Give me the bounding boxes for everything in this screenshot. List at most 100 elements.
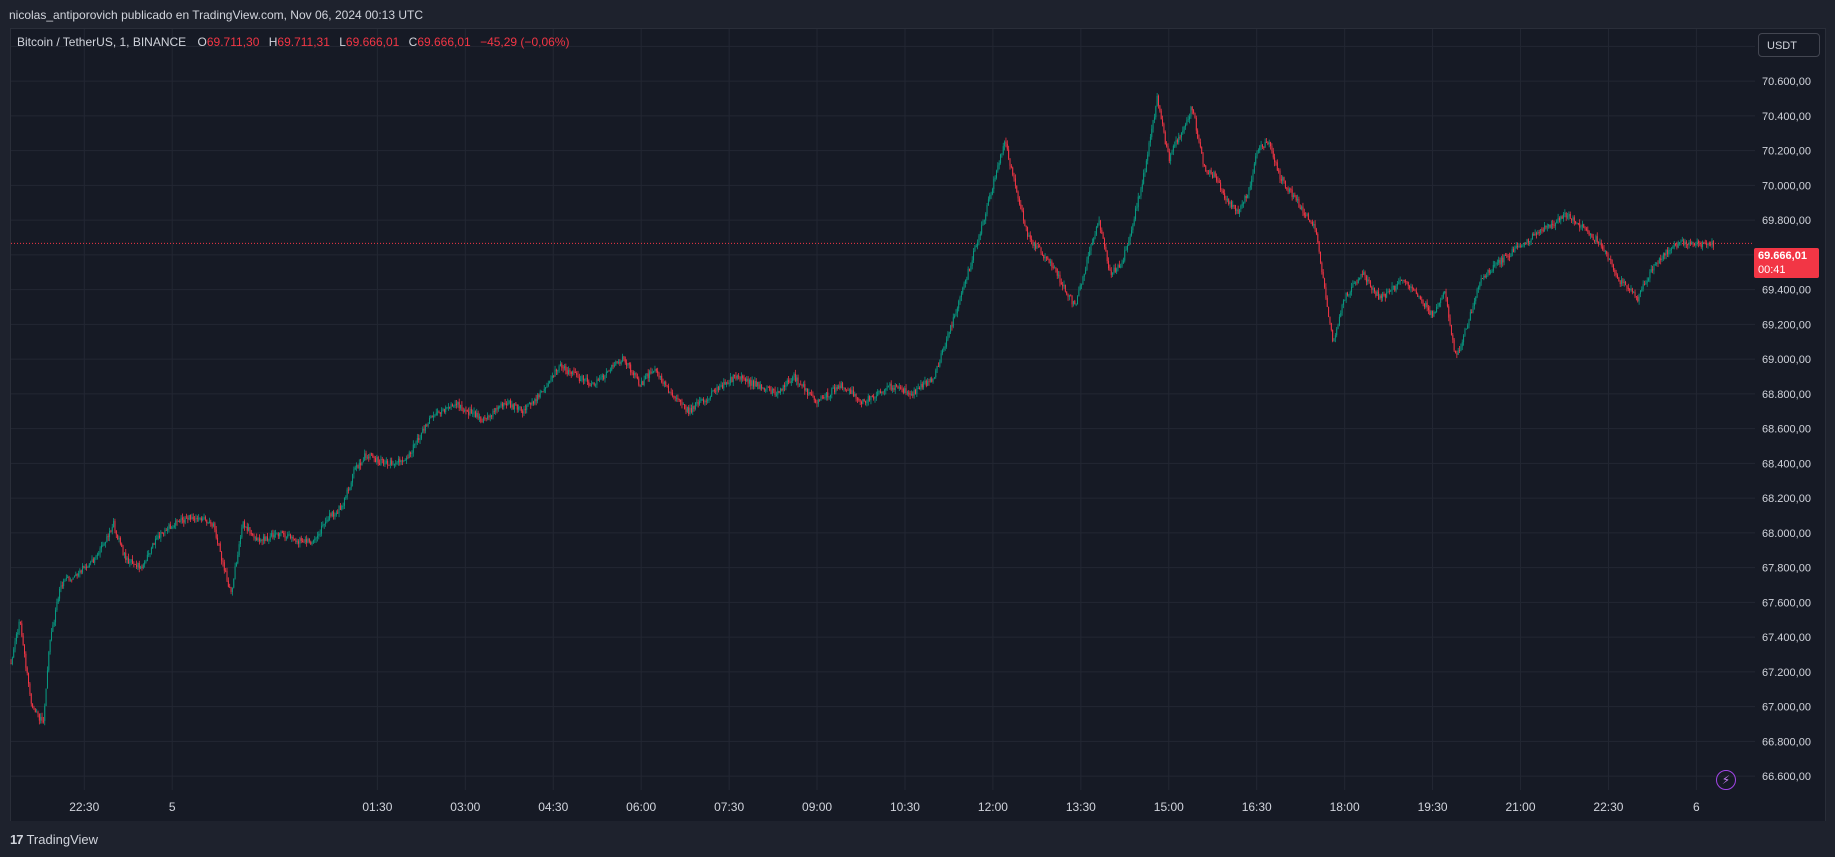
candle-body xyxy=(500,403,502,406)
candle-body xyxy=(1342,300,1344,305)
candle-body xyxy=(1579,223,1581,228)
candle-body xyxy=(1159,105,1161,111)
candle-body xyxy=(842,383,844,388)
candle-body xyxy=(1305,215,1307,217)
candle-body xyxy=(272,533,274,538)
candle-body xyxy=(1549,224,1551,228)
candle-body xyxy=(1456,353,1458,355)
candle-body xyxy=(1326,297,1328,307)
candle-body xyxy=(45,688,47,706)
candle-body xyxy=(304,539,306,543)
candle-body xyxy=(416,438,418,443)
candle-body xyxy=(847,390,849,391)
candle-body xyxy=(1241,203,1243,206)
candle-body xyxy=(669,392,671,394)
candle-body xyxy=(1600,242,1602,247)
candle-body xyxy=(1518,245,1520,247)
candle-body xyxy=(122,546,124,555)
candle-body xyxy=(1151,128,1153,137)
candle-body xyxy=(1455,350,1456,354)
candle-body xyxy=(1507,256,1509,257)
candle-body xyxy=(461,404,463,411)
candle-body xyxy=(638,378,640,385)
candle-body xyxy=(1310,221,1312,223)
candle-body xyxy=(967,268,969,280)
candle-body xyxy=(1212,174,1213,178)
candle-body xyxy=(1014,178,1016,186)
candle-body xyxy=(310,541,312,545)
candle-body xyxy=(921,383,923,388)
candle-body xyxy=(1494,264,1496,266)
candle-body xyxy=(430,416,432,418)
candle-body xyxy=(1320,251,1321,263)
candle-body xyxy=(252,534,254,536)
candle-body xyxy=(588,381,590,386)
candle-body xyxy=(200,518,202,521)
candle-body xyxy=(731,377,733,382)
candle-body xyxy=(1449,317,1451,325)
candle-body xyxy=(869,396,871,401)
candle-body xyxy=(1567,216,1569,218)
close-label: C xyxy=(408,35,418,49)
candle-body xyxy=(1606,251,1608,254)
candle-body xyxy=(1617,275,1618,278)
candle-body xyxy=(605,371,607,376)
candle-body xyxy=(1442,293,1444,298)
candle-body xyxy=(1035,242,1037,249)
candle-body xyxy=(1623,281,1625,283)
candle-body xyxy=(415,442,417,445)
candle-body xyxy=(460,404,462,409)
candle-body xyxy=(1361,274,1363,275)
candle-body xyxy=(1484,275,1486,278)
candle-body xyxy=(1248,187,1250,195)
candle-body xyxy=(1274,157,1276,162)
candle-body xyxy=(1191,106,1193,111)
candle-body xyxy=(986,205,988,215)
candle-body xyxy=(1329,316,1331,324)
candle-body xyxy=(781,388,783,391)
candle-body xyxy=(1595,236,1597,242)
candle-body xyxy=(717,386,719,390)
candle-body xyxy=(651,372,653,374)
candle-body xyxy=(287,534,289,538)
candle-body xyxy=(29,683,31,694)
candle-body xyxy=(402,460,403,462)
candle-body xyxy=(643,379,645,386)
candle-body xyxy=(1302,206,1304,213)
candle-body xyxy=(1500,257,1502,265)
candle-body xyxy=(726,382,727,385)
candle-body xyxy=(1070,295,1072,297)
candle-body xyxy=(542,391,544,393)
candle-body xyxy=(1540,229,1542,233)
candle-body xyxy=(98,553,100,555)
chart-area[interactable] xyxy=(10,28,1826,822)
candle-body xyxy=(1294,195,1296,197)
lightning-icon[interactable]: ⚡ xyxy=(1716,770,1736,790)
candle-body xyxy=(524,408,526,410)
candle-body xyxy=(1603,249,1605,252)
candle-body xyxy=(1028,235,1030,237)
candle-body xyxy=(1704,243,1706,244)
candle-body xyxy=(1268,142,1270,145)
tradingview-logo[interactable]: 17 TradingView xyxy=(10,832,98,847)
y-tick-label: 69.200,00 xyxy=(1762,319,1811,331)
candle-body xyxy=(354,467,356,470)
candle-body xyxy=(34,709,36,713)
candle-body xyxy=(897,385,899,389)
candle-body xyxy=(424,424,426,431)
candle-body xyxy=(600,377,602,380)
candle-body xyxy=(164,530,166,534)
candle-body xyxy=(1519,245,1521,247)
candle-body xyxy=(1530,239,1532,242)
candle-body xyxy=(572,371,574,375)
candle-body xyxy=(110,530,112,532)
candle-body xyxy=(306,539,308,543)
candle-body xyxy=(883,390,885,392)
currency-button[interactable]: USDT xyxy=(1758,33,1820,57)
candle-body xyxy=(663,381,665,385)
candle-body xyxy=(55,610,57,623)
candle-body xyxy=(1194,113,1196,118)
candle-body xyxy=(989,195,991,200)
candle-body xyxy=(48,652,50,671)
